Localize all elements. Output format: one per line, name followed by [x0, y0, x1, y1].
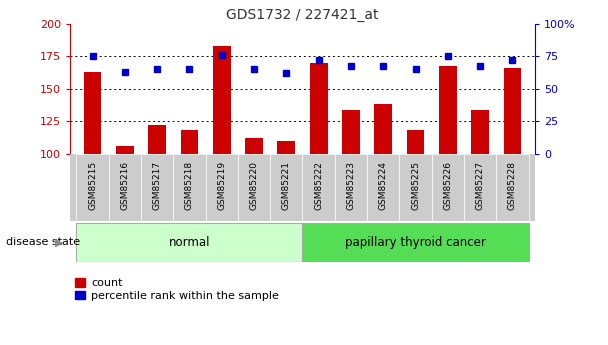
Bar: [342, 109, 360, 154]
Bar: [407, 130, 424, 154]
Text: GSM85227: GSM85227: [475, 161, 485, 210]
Text: ▶: ▶: [55, 237, 64, 247]
Bar: [173, 154, 206, 221]
Text: GSM85226: GSM85226: [443, 161, 452, 210]
Bar: [309, 63, 328, 154]
Text: GSM85225: GSM85225: [411, 161, 420, 210]
Text: GSM85218: GSM85218: [185, 161, 194, 210]
Bar: [245, 138, 263, 154]
Bar: [277, 141, 295, 154]
Text: GSM85228: GSM85228: [508, 161, 517, 210]
Text: GSM85224: GSM85224: [379, 161, 388, 210]
Text: GSM85219: GSM85219: [217, 161, 226, 210]
Bar: [213, 46, 230, 154]
Bar: [206, 154, 238, 221]
Bar: [84, 72, 102, 154]
Text: normal: normal: [168, 236, 210, 249]
Text: GSM85215: GSM85215: [88, 161, 97, 210]
Bar: [116, 146, 134, 154]
Bar: [109, 154, 141, 221]
Text: GSM85217: GSM85217: [153, 161, 162, 210]
Text: disease state: disease state: [6, 237, 80, 247]
Bar: [238, 154, 270, 221]
Bar: [181, 130, 198, 154]
Bar: [335, 154, 367, 221]
Text: GSM85223: GSM85223: [347, 161, 356, 210]
Bar: [77, 154, 109, 221]
Bar: [148, 125, 166, 154]
Bar: [303, 154, 335, 221]
Bar: [471, 109, 489, 154]
Bar: [464, 154, 496, 221]
Bar: [141, 154, 173, 221]
Bar: [503, 68, 521, 154]
Bar: [432, 154, 464, 221]
Title: GDS1732 / 227421_at: GDS1732 / 227421_at: [226, 8, 379, 22]
Bar: [439, 66, 457, 154]
Bar: [77, 223, 302, 262]
Legend: count, percentile rank within the sample: count, percentile rank within the sample: [75, 278, 279, 301]
Bar: [375, 104, 392, 154]
Text: GSM85216: GSM85216: [120, 161, 130, 210]
Text: GSM85221: GSM85221: [282, 161, 291, 210]
Text: GSM85222: GSM85222: [314, 161, 323, 210]
Text: papillary thyroid cancer: papillary thyroid cancer: [345, 236, 486, 249]
Bar: [270, 154, 302, 221]
Bar: [367, 154, 399, 221]
Bar: [303, 223, 528, 262]
Bar: [399, 154, 432, 221]
Text: GSM85220: GSM85220: [249, 161, 258, 210]
Bar: [496, 154, 528, 221]
